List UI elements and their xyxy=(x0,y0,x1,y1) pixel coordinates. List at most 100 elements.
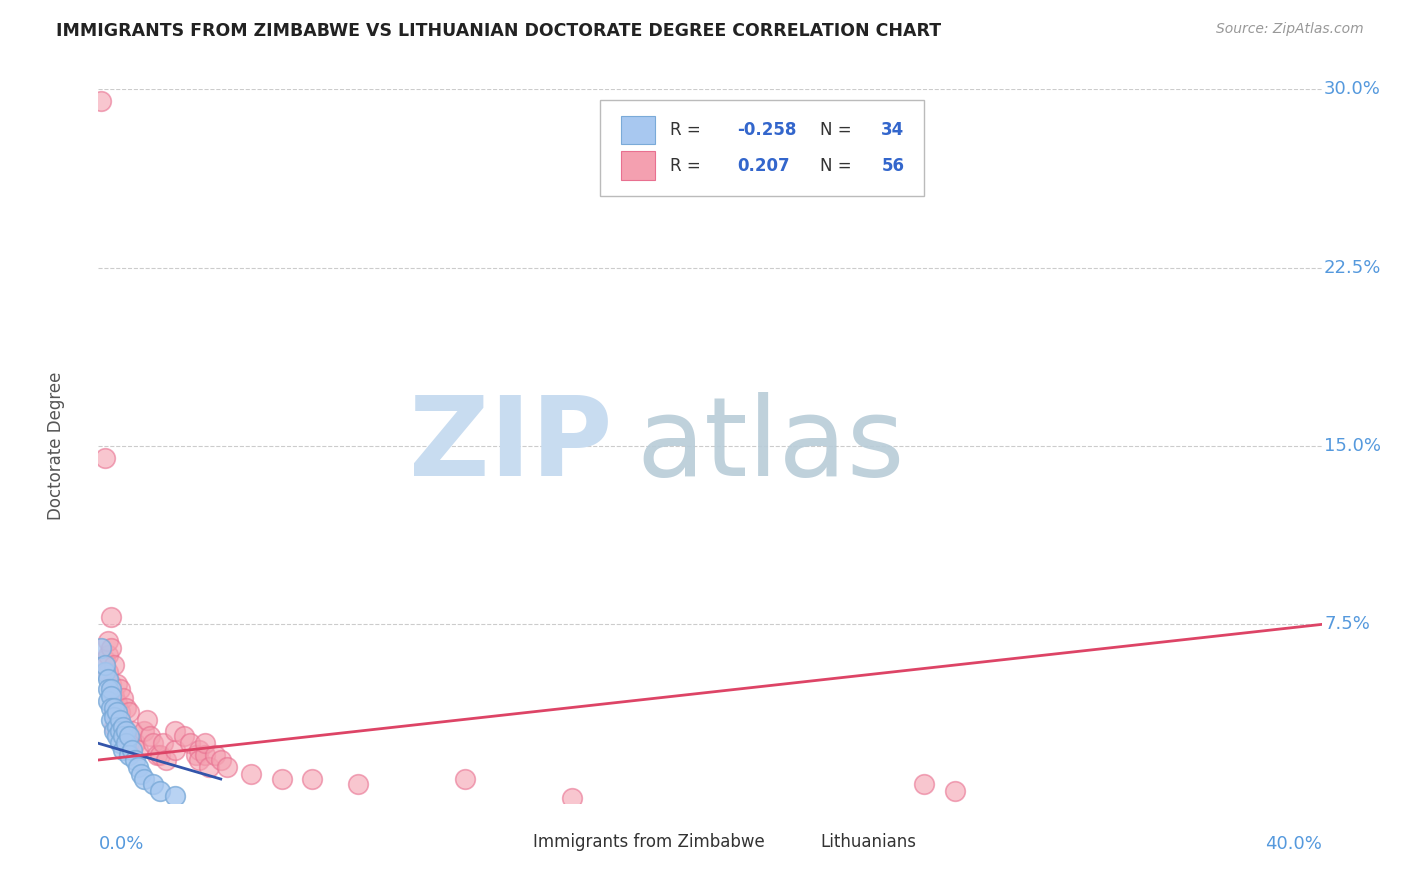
Point xyxy=(121,743,143,757)
FancyBboxPatch shape xyxy=(600,100,924,196)
Point xyxy=(103,720,125,734)
Point xyxy=(105,720,128,734)
Point xyxy=(93,653,115,667)
Point xyxy=(111,729,134,743)
Text: -0.258: -0.258 xyxy=(737,121,796,139)
Point xyxy=(149,748,172,763)
Point xyxy=(97,672,120,686)
Point xyxy=(115,724,138,739)
Point xyxy=(103,657,125,672)
Point xyxy=(97,693,120,707)
Point xyxy=(108,713,131,727)
Point xyxy=(240,767,263,781)
Text: IMMIGRANTS FROM ZIMBABWE VS LITHUANIAN DOCTORATE DEGREE CORRELATION CHART: IMMIGRANTS FROM ZIMBABWE VS LITHUANIAN D… xyxy=(56,22,942,40)
Point xyxy=(100,641,122,656)
Point xyxy=(100,689,122,703)
Text: 34: 34 xyxy=(882,121,904,139)
Point xyxy=(152,736,174,750)
Point xyxy=(134,772,156,786)
Point xyxy=(270,772,292,786)
Point xyxy=(215,760,238,774)
Point xyxy=(103,710,125,724)
Point xyxy=(90,94,112,108)
Point xyxy=(561,791,583,805)
Point xyxy=(188,743,211,757)
Text: N =: N = xyxy=(820,157,852,175)
Point xyxy=(93,450,115,465)
Point xyxy=(194,748,217,763)
Point xyxy=(103,724,125,739)
Point xyxy=(111,743,134,757)
Point xyxy=(134,724,156,739)
Point xyxy=(115,736,138,750)
Text: atlas: atlas xyxy=(637,392,905,500)
Point xyxy=(111,724,134,739)
Text: Doctorate Degree: Doctorate Degree xyxy=(46,372,65,520)
Point xyxy=(142,736,165,750)
Point xyxy=(129,767,152,781)
FancyBboxPatch shape xyxy=(502,833,524,851)
Point xyxy=(209,753,232,767)
Point xyxy=(108,724,131,739)
Text: 22.5%: 22.5% xyxy=(1324,259,1382,277)
Text: 0.0%: 0.0% xyxy=(98,835,143,853)
Point xyxy=(100,681,122,696)
Text: 30.0%: 30.0% xyxy=(1324,80,1381,98)
Text: R =: R = xyxy=(669,121,700,139)
Text: Source: ZipAtlas.com: Source: ZipAtlas.com xyxy=(1216,22,1364,37)
Point xyxy=(100,713,122,727)
Point xyxy=(90,641,112,656)
Point xyxy=(204,748,226,763)
Text: 7.5%: 7.5% xyxy=(1324,615,1369,633)
Text: R =: R = xyxy=(669,157,700,175)
Text: 15.0%: 15.0% xyxy=(1324,437,1381,455)
Point xyxy=(108,706,131,720)
Point xyxy=(145,748,167,763)
Text: ZIP: ZIP xyxy=(409,392,612,500)
Point xyxy=(142,777,165,791)
Point xyxy=(100,700,122,714)
Point xyxy=(105,713,128,727)
Point xyxy=(100,677,122,691)
Point xyxy=(103,706,125,720)
Point xyxy=(118,729,141,743)
Point xyxy=(127,743,149,757)
Point xyxy=(115,729,138,743)
Point xyxy=(118,748,141,763)
Point xyxy=(149,784,172,798)
Point xyxy=(105,729,128,743)
Point xyxy=(197,760,219,774)
Text: N =: N = xyxy=(820,121,852,139)
Point xyxy=(97,648,120,663)
Point xyxy=(127,760,149,774)
Point xyxy=(97,665,120,679)
Point xyxy=(115,700,138,714)
Point xyxy=(111,691,134,706)
Text: 56: 56 xyxy=(882,157,904,175)
Point xyxy=(194,736,217,750)
Point xyxy=(186,748,208,763)
Point xyxy=(111,720,134,734)
Point xyxy=(163,789,186,803)
Point xyxy=(139,729,162,743)
Point xyxy=(179,736,201,750)
Point xyxy=(163,724,186,739)
Point xyxy=(103,700,125,714)
Point xyxy=(454,772,477,786)
Point xyxy=(943,784,966,798)
Point xyxy=(173,729,195,743)
Point xyxy=(105,706,128,720)
Point xyxy=(136,713,159,727)
Point xyxy=(108,681,131,696)
Point xyxy=(118,736,141,750)
Point xyxy=(121,724,143,739)
Point xyxy=(188,753,211,767)
Point xyxy=(347,777,370,791)
Text: Immigrants from Zimbabwe: Immigrants from Zimbabwe xyxy=(533,833,765,851)
Point xyxy=(97,634,120,648)
Text: 40.0%: 40.0% xyxy=(1265,835,1322,853)
Point xyxy=(103,689,125,703)
Point xyxy=(301,772,323,786)
Point xyxy=(124,753,146,767)
Point xyxy=(108,736,131,750)
